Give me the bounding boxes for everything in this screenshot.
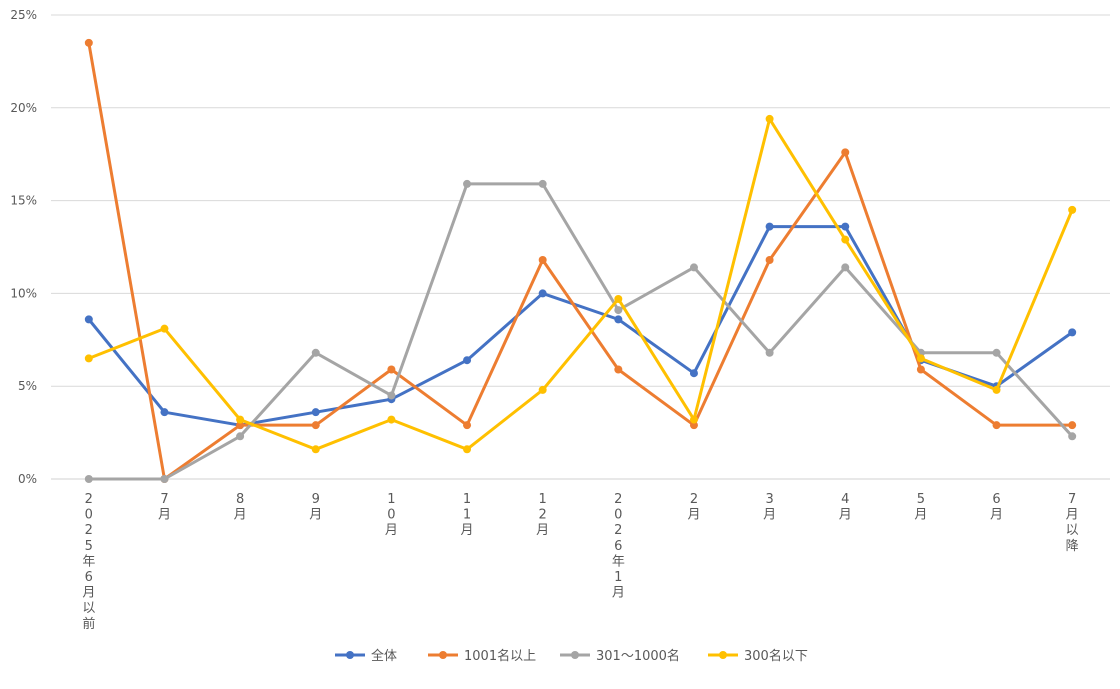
- data-point: [311, 445, 320, 454]
- gridlines: [51, 14, 1110, 480]
- legend-swatch-marker: [439, 651, 447, 659]
- y-tick-label: 15%: [10, 194, 37, 208]
- legend-item: 全体: [335, 648, 397, 664]
- data-point: [160, 475, 169, 483]
- legend-label: 300名以下: [744, 648, 808, 664]
- x-tick-label: 7 月以降: [1066, 492, 1079, 554]
- data-point: [765, 348, 774, 357]
- legend-swatch-marker: [719, 651, 727, 659]
- data-point: [160, 324, 169, 333]
- data-point: [538, 255, 547, 264]
- series-1001名以上: [84, 38, 1077, 483]
- data-point: [1068, 205, 1077, 214]
- data-point: [1068, 421, 1077, 430]
- x-tick-label: 2 0 2 5 年 6 月以前: [82, 492, 95, 632]
- data-point: [765, 222, 774, 231]
- data-point: [311, 421, 320, 430]
- data-point: [1068, 432, 1077, 441]
- data-point: [84, 315, 93, 324]
- y-axis: 0% 5% 10% 15% 20% 25%: [10, 8, 37, 486]
- y-tick-label: 20%: [10, 101, 37, 115]
- legend-item: 301〜1000名: [560, 648, 680, 664]
- series-group: [84, 38, 1077, 483]
- data-point: [841, 222, 850, 231]
- data-point: [538, 289, 547, 298]
- data-point: [614, 365, 623, 374]
- y-tick-label: 10%: [10, 286, 37, 300]
- legend-item: 1001名以上: [428, 648, 536, 664]
- series-line: [87, 117, 1074, 451]
- data-point: [236, 415, 245, 424]
- data-point: [84, 38, 93, 47]
- series-300名以下: [84, 114, 1077, 454]
- data-point: [992, 348, 1001, 357]
- y-tick-label: 25%: [10, 8, 37, 22]
- legend-item: 300名以下: [708, 648, 808, 664]
- data-point: [614, 294, 623, 303]
- series-line: [87, 182, 1074, 481]
- data-point: [689, 415, 698, 424]
- legend-label: 1001名以上: [464, 648, 536, 664]
- legend-swatch-marker: [346, 651, 354, 659]
- data-point: [538, 385, 547, 394]
- data-point: [463, 445, 472, 454]
- data-point: [614, 306, 623, 315]
- x-axis: 2 0 2 5 年 6 月以前 7 月 8 月 9 月 1 0 月 1 1 月 1 2 月 2 0 2 6 年 1 月 2 月 3 月 4 月 5 月 6…: [82, 492, 1078, 632]
- series-line: [87, 225, 1074, 427]
- data-point: [463, 356, 472, 365]
- data-point: [614, 315, 623, 324]
- legend: 全体 1001名以上 301〜1000名 300名以下: [335, 648, 808, 664]
- data-point: [387, 391, 396, 400]
- data-point: [538, 179, 547, 188]
- data-point: [689, 421, 698, 430]
- data-point: [765, 114, 774, 123]
- data-point: [1068, 328, 1077, 337]
- data-point: [841, 148, 850, 157]
- data-point: [236, 432, 245, 441]
- data-point: [387, 365, 396, 374]
- legend-label: 301〜1000名: [596, 648, 680, 664]
- data-point: [765, 255, 774, 264]
- data-point: [992, 421, 1001, 430]
- data-point: [463, 421, 472, 430]
- data-point: [689, 369, 698, 378]
- data-point: [236, 421, 245, 430]
- data-point: [463, 179, 472, 188]
- data-point: [992, 385, 1001, 394]
- data-point: [916, 365, 925, 374]
- legend-swatch-marker: [571, 651, 579, 659]
- y-tick-label: 0%: [18, 472, 37, 486]
- data-point: [84, 475, 93, 483]
- data-point: [916, 354, 925, 363]
- data-point: [160, 408, 169, 417]
- data-point: [387, 415, 396, 424]
- data-point: [311, 408, 320, 417]
- legend-label: 全体: [371, 648, 397, 664]
- y-tick-label: 5%: [18, 379, 37, 393]
- data-point: [311, 348, 320, 357]
- data-point: [689, 263, 698, 272]
- data-point: [841, 263, 850, 272]
- series-301〜1000名: [84, 179, 1077, 483]
- data-point: [84, 354, 93, 363]
- series-全体: [84, 222, 1077, 430]
- data-point: [841, 235, 850, 244]
